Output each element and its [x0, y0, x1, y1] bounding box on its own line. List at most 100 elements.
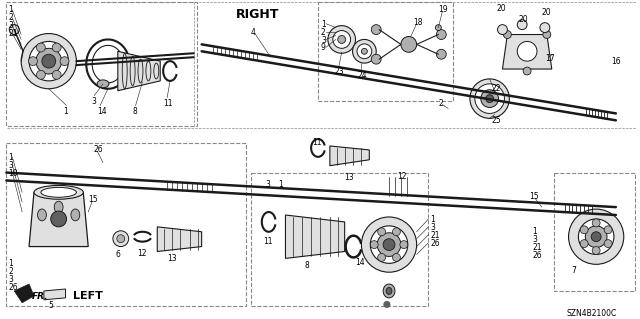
Polygon shape — [285, 215, 345, 258]
Circle shape — [435, 25, 442, 31]
Text: 15: 15 — [529, 192, 539, 201]
Circle shape — [604, 226, 612, 234]
Circle shape — [436, 49, 446, 59]
Circle shape — [580, 226, 588, 234]
Bar — [318, 2, 453, 100]
Circle shape — [60, 57, 69, 66]
Ellipse shape — [481, 90, 499, 108]
Text: 3: 3 — [91, 97, 96, 106]
Ellipse shape — [333, 31, 351, 48]
Polygon shape — [384, 175, 413, 197]
Circle shape — [400, 241, 408, 249]
Ellipse shape — [470, 79, 509, 118]
Polygon shape — [157, 227, 202, 251]
Text: 3: 3 — [8, 21, 13, 30]
Ellipse shape — [97, 80, 109, 88]
Text: 2: 2 — [8, 13, 13, 22]
Circle shape — [29, 41, 68, 81]
Ellipse shape — [71, 209, 80, 221]
Circle shape — [117, 235, 125, 243]
Circle shape — [36, 48, 61, 74]
Ellipse shape — [362, 48, 367, 54]
Text: 11: 11 — [163, 99, 173, 108]
Text: LEFT: LEFT — [74, 291, 103, 301]
Text: 22: 22 — [492, 84, 501, 93]
Text: 17: 17 — [545, 54, 554, 63]
Text: 3: 3 — [266, 181, 271, 189]
Text: 11: 11 — [263, 237, 272, 246]
Circle shape — [392, 228, 401, 236]
Text: 1: 1 — [278, 181, 284, 189]
Text: 8: 8 — [304, 261, 309, 271]
Circle shape — [579, 219, 614, 255]
Text: 13: 13 — [167, 255, 177, 263]
Text: 3: 3 — [8, 161, 13, 170]
Ellipse shape — [486, 95, 493, 103]
Text: 1: 1 — [321, 20, 326, 29]
Ellipse shape — [383, 284, 395, 298]
Ellipse shape — [475, 84, 504, 114]
Text: 26: 26 — [431, 239, 440, 248]
Circle shape — [592, 247, 600, 255]
Text: 2: 2 — [8, 267, 13, 276]
Circle shape — [517, 20, 527, 30]
Text: 3: 3 — [8, 275, 13, 284]
Circle shape — [604, 240, 612, 248]
Text: 1: 1 — [8, 259, 13, 268]
Circle shape — [36, 43, 45, 52]
Polygon shape — [29, 192, 88, 247]
Ellipse shape — [328, 26, 355, 53]
Text: 3: 3 — [532, 235, 537, 244]
Ellipse shape — [338, 35, 346, 43]
Circle shape — [29, 57, 37, 66]
Circle shape — [591, 232, 601, 241]
Circle shape — [523, 67, 531, 75]
Text: 23: 23 — [335, 67, 344, 76]
Circle shape — [392, 254, 401, 261]
Polygon shape — [44, 289, 65, 300]
Text: 1: 1 — [532, 227, 537, 236]
Text: 3: 3 — [431, 223, 435, 232]
Text: 25: 25 — [492, 116, 501, 125]
Circle shape — [36, 70, 45, 79]
Circle shape — [52, 70, 61, 79]
Text: RIGHT: RIGHT — [236, 8, 280, 21]
Text: 5: 5 — [49, 301, 54, 310]
Circle shape — [517, 41, 537, 61]
Text: 20: 20 — [518, 15, 528, 24]
Text: 21: 21 — [8, 29, 18, 38]
Text: 26: 26 — [93, 145, 103, 154]
Circle shape — [383, 239, 395, 250]
Circle shape — [504, 31, 511, 39]
Text: 18: 18 — [413, 18, 423, 27]
Text: ⬤: ⬤ — [383, 301, 391, 308]
Circle shape — [371, 226, 408, 263]
Circle shape — [371, 25, 381, 34]
Polygon shape — [118, 51, 160, 91]
Text: 14: 14 — [97, 107, 107, 115]
Circle shape — [10, 25, 19, 34]
Text: 2: 2 — [321, 28, 326, 37]
Circle shape — [592, 219, 600, 227]
Text: SZN4B2100C: SZN4B2100C — [566, 309, 617, 318]
Text: 20: 20 — [497, 4, 506, 13]
Circle shape — [540, 23, 550, 33]
Circle shape — [362, 217, 417, 272]
Circle shape — [580, 240, 588, 248]
Bar — [6, 143, 246, 306]
Text: 1: 1 — [63, 107, 68, 115]
Bar — [6, 2, 196, 126]
Text: 10: 10 — [8, 169, 18, 178]
Circle shape — [113, 231, 129, 247]
Ellipse shape — [353, 40, 376, 63]
Text: 21: 21 — [431, 231, 440, 240]
Text: 15: 15 — [88, 195, 98, 204]
Text: 6: 6 — [116, 249, 121, 258]
Text: 1: 1 — [8, 153, 13, 162]
Circle shape — [543, 31, 551, 39]
Circle shape — [42, 54, 56, 68]
Bar — [554, 173, 635, 291]
Text: 16: 16 — [611, 57, 621, 66]
Ellipse shape — [34, 185, 83, 199]
Circle shape — [378, 228, 385, 236]
